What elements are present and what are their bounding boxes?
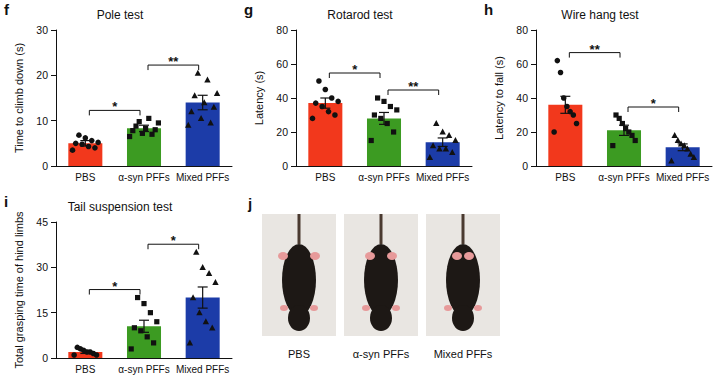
svg-text:f: f xyxy=(4,1,10,18)
svg-text:g: g xyxy=(244,1,253,18)
svg-text:*: * xyxy=(651,96,657,111)
svg-text:60: 60 xyxy=(276,58,288,70)
html-text:j: j xyxy=(248,195,253,212)
svg-text:60: 60 xyxy=(516,58,528,70)
svg-text:Pole test: Pole test xyxy=(97,8,144,22)
svg-text:15: 15 xyxy=(36,307,48,319)
svg-text:0: 0 xyxy=(522,160,528,172)
svg-text:0: 0 xyxy=(282,160,288,172)
html-text:α-syn PFFs: α-syn PFFs xyxy=(352,348,410,360)
svg-text:10: 10 xyxy=(36,115,48,127)
svg-text:i: i xyxy=(4,193,8,210)
svg-text:80: 80 xyxy=(516,24,528,36)
svg-text:**: ** xyxy=(168,54,179,69)
svg-text:**: ** xyxy=(408,79,419,94)
svg-text:40: 40 xyxy=(516,92,528,104)
svg-text:30: 30 xyxy=(36,261,48,273)
svg-text:Mixed PFFs: Mixed PFFs xyxy=(176,172,229,183)
svg-text:Latency to fall (s): Latency to fall (s) xyxy=(493,56,505,140)
svg-text:20: 20 xyxy=(36,69,48,81)
svg-text:*: * xyxy=(171,233,177,248)
svg-text:PBS: PBS xyxy=(555,172,575,183)
svg-text:45: 45 xyxy=(36,216,48,228)
svg-text:α-syn PFFs: α-syn PFFs xyxy=(598,172,649,183)
svg-text:**: ** xyxy=(590,42,601,57)
svg-text:30: 30 xyxy=(36,24,48,36)
svg-text:20: 20 xyxy=(276,126,288,138)
svg-text:Mixed PFFs: Mixed PFFs xyxy=(416,172,469,183)
svg-text:Mixed PFFs: Mixed PFFs xyxy=(656,172,709,183)
svg-text:h: h xyxy=(484,1,493,18)
svg-text:Rotarod test: Rotarod test xyxy=(327,8,393,22)
svg-text:0: 0 xyxy=(42,160,48,172)
svg-text:*: * xyxy=(352,62,358,77)
svg-text:Time to climb down (s): Time to climb down (s) xyxy=(13,43,25,153)
svg-text:*: * xyxy=(112,99,118,114)
svg-text:80: 80 xyxy=(276,24,288,36)
html-text:Mixed PFFs: Mixed PFFs xyxy=(433,348,493,360)
svg-text:PBS: PBS xyxy=(75,364,95,375)
svg-text:α-syn PFFs: α-syn PFFs xyxy=(358,172,409,183)
html-text:PBS: PBS xyxy=(288,348,310,360)
svg-text:α-syn PFFs: α-syn PFFs xyxy=(118,364,169,375)
svg-text:Latency (s): Latency (s) xyxy=(253,71,265,125)
svg-text:20: 20 xyxy=(516,126,528,138)
svg-text:PBS: PBS xyxy=(75,172,95,183)
svg-text:PBS: PBS xyxy=(315,172,335,183)
svg-text:0: 0 xyxy=(42,352,48,364)
svg-text:α-syn PFFs: α-syn PFFs xyxy=(118,172,169,183)
svg-text:Mixed PFFs: Mixed PFFs xyxy=(176,364,229,375)
svg-text:*: * xyxy=(112,279,118,294)
svg-text:40: 40 xyxy=(276,92,288,104)
svg-text:Wire hang test: Wire hang test xyxy=(561,8,639,22)
svg-text:Tail suspension test: Tail suspension test xyxy=(68,200,173,214)
svg-text:Total grasping time of hind li: Total grasping time of hind limbs xyxy=(13,211,25,369)
